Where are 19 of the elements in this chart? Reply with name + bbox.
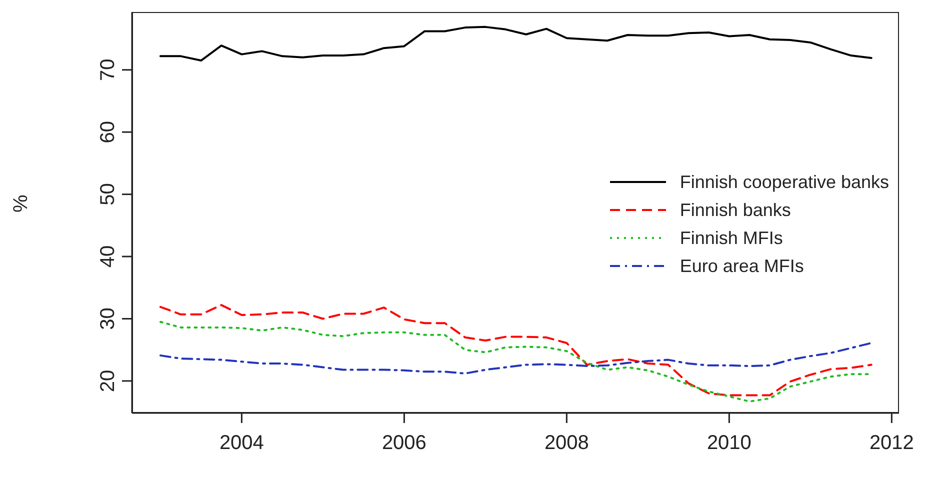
legend-label: Euro area MFIs <box>680 256 804 276</box>
x-tick-label: 2010 <box>706 432 752 454</box>
y-tick-label: 30 <box>97 308 119 330</box>
legend-label: Finnish cooperative banks <box>680 172 889 192</box>
legend-label: Finnish MFIs <box>680 228 783 248</box>
x-tick-label: 2004 <box>219 432 264 454</box>
y-tick-label: 20 <box>97 370 119 392</box>
line-series <box>159 26 872 62</box>
line-series <box>159 342 872 374</box>
y-tick-label: 60 <box>97 120 119 144</box>
y-tick-label: 70 <box>97 58 119 81</box>
y-tick-label: 40 <box>97 245 119 268</box>
x-tick-label: 2008 <box>544 432 589 454</box>
x-tick-label: 2006 <box>382 432 426 454</box>
legend-label: Finnish banks <box>680 200 791 220</box>
y-tick-label: 50 <box>97 183 119 206</box>
y-axis-title: % <box>10 194 32 212</box>
line-series <box>159 304 872 396</box>
x-tick-label: 2012 <box>869 432 914 454</box>
